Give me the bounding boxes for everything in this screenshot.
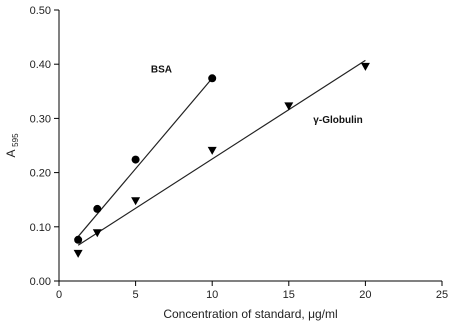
- markers: [73, 62, 370, 258]
- globulin-data-point: [131, 197, 141, 206]
- globulin-data-point: [284, 102, 294, 111]
- y-tick-label: 0.30: [30, 113, 51, 125]
- globulin-data-point: [92, 229, 102, 238]
- series-label-bsa: BSA: [151, 65, 172, 76]
- x-tick-label: 20: [359, 289, 371, 301]
- y-axis-title: A 595: [4, 133, 20, 158]
- y-tick-label: 0.10: [30, 222, 51, 234]
- fit-lines: [77, 59, 366, 246]
- y-ticks: 0.00 0.10 0.20 0.30 0.40 0.50: [30, 5, 59, 288]
- x-tick-label: 0: [56, 289, 62, 301]
- y-tick-label: 0.20: [30, 168, 51, 180]
- y-tick-label: 0.50: [30, 5, 51, 17]
- globulin-data-point: [360, 62, 370, 71]
- globulin-fit-line: [77, 59, 366, 246]
- series-label-globulin: γ-Globulin: [313, 115, 362, 126]
- globulin-data-point: [207, 146, 217, 155]
- x-tick-label: 5: [133, 289, 139, 301]
- bsa-fit-line: [77, 77, 213, 237]
- x-ticks: 0 5 10 15 20 25: [56, 281, 448, 301]
- y-tick-label: 0.00: [30, 276, 51, 288]
- x-axis-title: Concentration of standard, μg/ml: [163, 307, 337, 321]
- x-tick-label: 15: [283, 289, 295, 301]
- bsa-data-point: [74, 235, 83, 244]
- globulin-data-point: [73, 249, 83, 258]
- y-axis-title-subscript: 595: [11, 133, 20, 147]
- bsa-data-point: [208, 74, 217, 83]
- bsa-data-point: [131, 155, 140, 164]
- x-tick-label: 10: [206, 289, 218, 301]
- bsa-data-point: [93, 204, 102, 213]
- y-axis-title-main: A: [4, 150, 18, 158]
- x-tick-label: 25: [436, 289, 448, 301]
- y-tick-label: 0.40: [30, 59, 51, 71]
- axes: [58, 10, 442, 282]
